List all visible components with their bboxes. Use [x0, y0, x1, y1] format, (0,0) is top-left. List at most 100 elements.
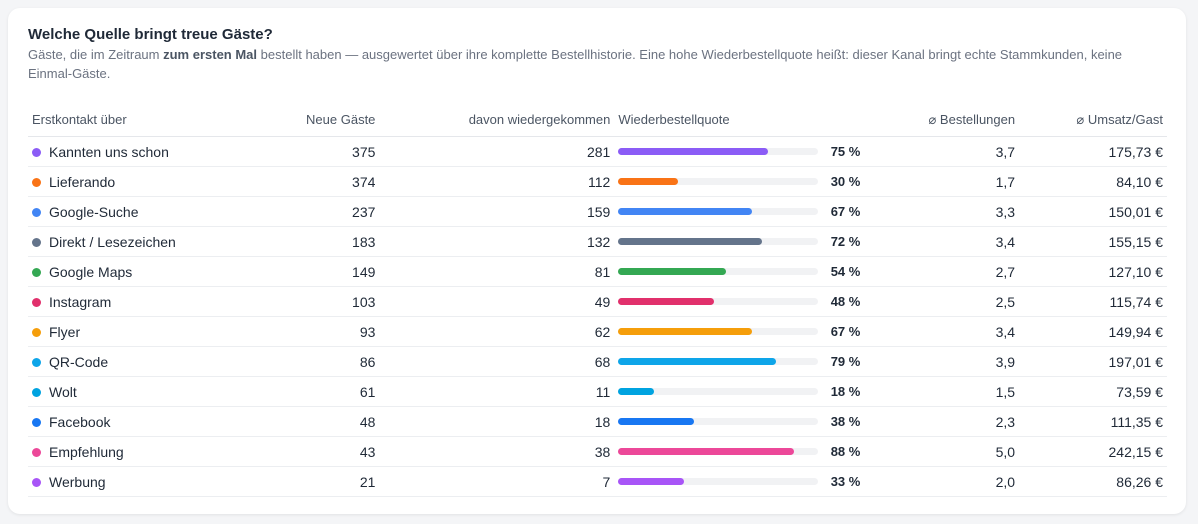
cell-revenue: 242,15 € — [1015, 436, 1167, 467]
source-label: Lieferando — [49, 173, 116, 190]
quote-bar-track — [618, 328, 819, 335]
cell-returned: 38 — [375, 436, 611, 467]
quote-bar-track — [618, 268, 819, 275]
cell-revenue: 150,01 € — [1015, 196, 1167, 227]
cell-source: Google Maps — [28, 256, 245, 287]
table-row[interactable]: Werbung 21 7 33 % 2,0 86,26 € — [28, 466, 1167, 497]
header-quote[interactable]: Wiederbestellquote — [610, 103, 867, 137]
header-returned[interactable]: davon wiedergekommen — [375, 103, 611, 137]
cell-new-guests: 48 — [244, 406, 376, 437]
quote-bar-fill — [618, 298, 715, 305]
source-label: Instagram — [49, 293, 112, 310]
quote-percent: 79 % — [830, 354, 861, 369]
source-label: Facebook — [49, 413, 111, 430]
source-color-dot — [32, 327, 41, 337]
table-row[interactable]: QR-Code 86 68 79 % 3,9 197,01 € — [28, 346, 1167, 377]
cell-orders: 3,7 — [866, 136, 1016, 167]
table-row[interactable]: Flyer 93 62 67 % 3,4 149,94 € — [28, 316, 1167, 347]
quote-bar-fill — [618, 388, 655, 395]
table-row[interactable]: Google-Suche 237 159 67 % 3,3 150,01 € — [28, 196, 1167, 227]
cell-new-guests: 86 — [244, 346, 376, 377]
quote-bar-track — [618, 388, 819, 395]
cell-source: Lieferando — [28, 166, 245, 197]
cell-orders: 3,3 — [866, 196, 1016, 227]
cell-quote: 72 % — [610, 226, 867, 257]
cell-new-guests: 43 — [244, 436, 376, 467]
cell-source: Flyer — [28, 316, 245, 347]
source-label: Empfehlung — [49, 443, 124, 460]
quote-percent: 72 % — [830, 234, 861, 249]
quote-percent: 48 % — [830, 294, 861, 309]
quote-percent: 88 % — [830, 444, 861, 459]
table-row[interactable]: Empfehlung 43 38 88 % 5,0 242,15 € — [28, 436, 1167, 467]
source-label: Direkt / Lesezeichen — [49, 233, 176, 250]
cell-source: Instagram — [28, 286, 245, 317]
quote-percent: 18 % — [830, 384, 861, 399]
source-color-dot — [32, 447, 41, 457]
cell-returned: 68 — [375, 346, 611, 377]
subtitle-emphasis: zum ersten Mal — [163, 47, 258, 62]
table-row[interactable]: Direkt / Lesezeichen 183 132 72 % 3,4 155,15 … — [28, 226, 1167, 257]
cell-quote: 67 % — [610, 196, 867, 227]
cell-revenue: 84,10 € — [1015, 166, 1167, 197]
cell-returned: 11 — [375, 376, 611, 407]
cell-revenue: 197,01 € — [1015, 346, 1167, 377]
cell-returned: 159 — [375, 196, 611, 227]
quote-bar-fill — [618, 358, 777, 365]
quote-bar-fill — [618, 238, 763, 245]
cell-revenue: 73,59 € — [1015, 376, 1167, 407]
header-source[interactable]: Erstkontakt über — [28, 103, 245, 137]
card-title: Welche Quelle bringt treue Gäste? — [28, 26, 273, 43]
source-color-dot — [32, 417, 41, 427]
quote-percent: 33 % — [830, 474, 861, 489]
table-row[interactable]: Facebook 48 18 38 % 2,3 111,35 € — [28, 406, 1167, 437]
cell-returned: 81 — [375, 256, 611, 287]
quote-bar-track — [618, 208, 819, 215]
quote-percent: 75 % — [830, 144, 861, 159]
cell-orders: 2,0 — [866, 466, 1016, 497]
table-row[interactable]: Instagram 103 49 48 % 2,5 115,74 € — [28, 286, 1167, 317]
source-color-dot — [32, 177, 41, 187]
cell-new-guests: 61 — [244, 376, 376, 407]
quote-bar-track — [618, 148, 819, 155]
cell-orders: 3,4 — [866, 316, 1016, 347]
cell-revenue: 115,74 € — [1015, 286, 1167, 317]
quote-bar-track — [618, 178, 819, 185]
source-color-dot — [32, 207, 41, 217]
source-color-dot — [32, 237, 41, 247]
cell-returned: 18 — [375, 406, 611, 437]
quote-bar-track — [618, 358, 819, 365]
table-row[interactable]: Lieferando 374 112 30 % 1,7 84,10 € — [28, 166, 1167, 197]
cell-source: Werbung — [28, 466, 245, 497]
source-color-dot — [32, 267, 41, 277]
cell-orders: 3,4 — [866, 226, 1016, 257]
cell-orders: 2,3 — [866, 406, 1016, 437]
cell-source: Facebook — [28, 406, 245, 437]
source-table: Erstkontakt über Neue Gäste davon wieder… — [28, 103, 1167, 497]
source-label: Google Maps — [49, 263, 133, 280]
cell-new-guests: 93 — [244, 316, 376, 347]
cell-orders: 5,0 — [866, 436, 1016, 467]
header-revenue[interactable]: ⌀ Umsatz/Gast — [1015, 103, 1167, 137]
table-row[interactable]: Kannten uns schon 375 281 75 % 3,7 175,73 € — [28, 136, 1167, 167]
card-subtitle: Gäste, die im Zeitraum zum ersten Mal be… — [28, 45, 1168, 83]
table-row[interactable]: Google Maps 149 81 54 % 2,7 127,10 € — [28, 256, 1167, 287]
source-color-dot — [32, 147, 41, 157]
cell-quote: 30 % — [610, 166, 867, 197]
source-color-dot — [32, 357, 41, 367]
quote-percent: 30 % — [830, 174, 861, 189]
quote-bar-fill — [618, 328, 753, 335]
header-new-guests[interactable]: Neue Gäste — [244, 103, 376, 137]
cell-orders: 2,5 — [866, 286, 1016, 317]
quote-bar-track — [618, 238, 819, 245]
source-label: Wolt — [49, 383, 77, 400]
cell-quote: 67 % — [610, 316, 867, 347]
table-row[interactable]: Wolt 61 11 18 % 1,5 73,59 € — [28, 376, 1167, 407]
header-orders[interactable]: ⌀ Bestellungen — [866, 103, 1016, 137]
cell-source: QR-Code — [28, 346, 245, 377]
source-color-dot — [32, 297, 41, 307]
subtitle-text-end: bestellt haben — ausgewertet über ihre k… — [28, 47, 1123, 81]
quote-percent: 67 % — [830, 324, 861, 339]
cell-new-guests: 149 — [244, 256, 376, 287]
cell-source: Google-Suche — [28, 196, 245, 227]
